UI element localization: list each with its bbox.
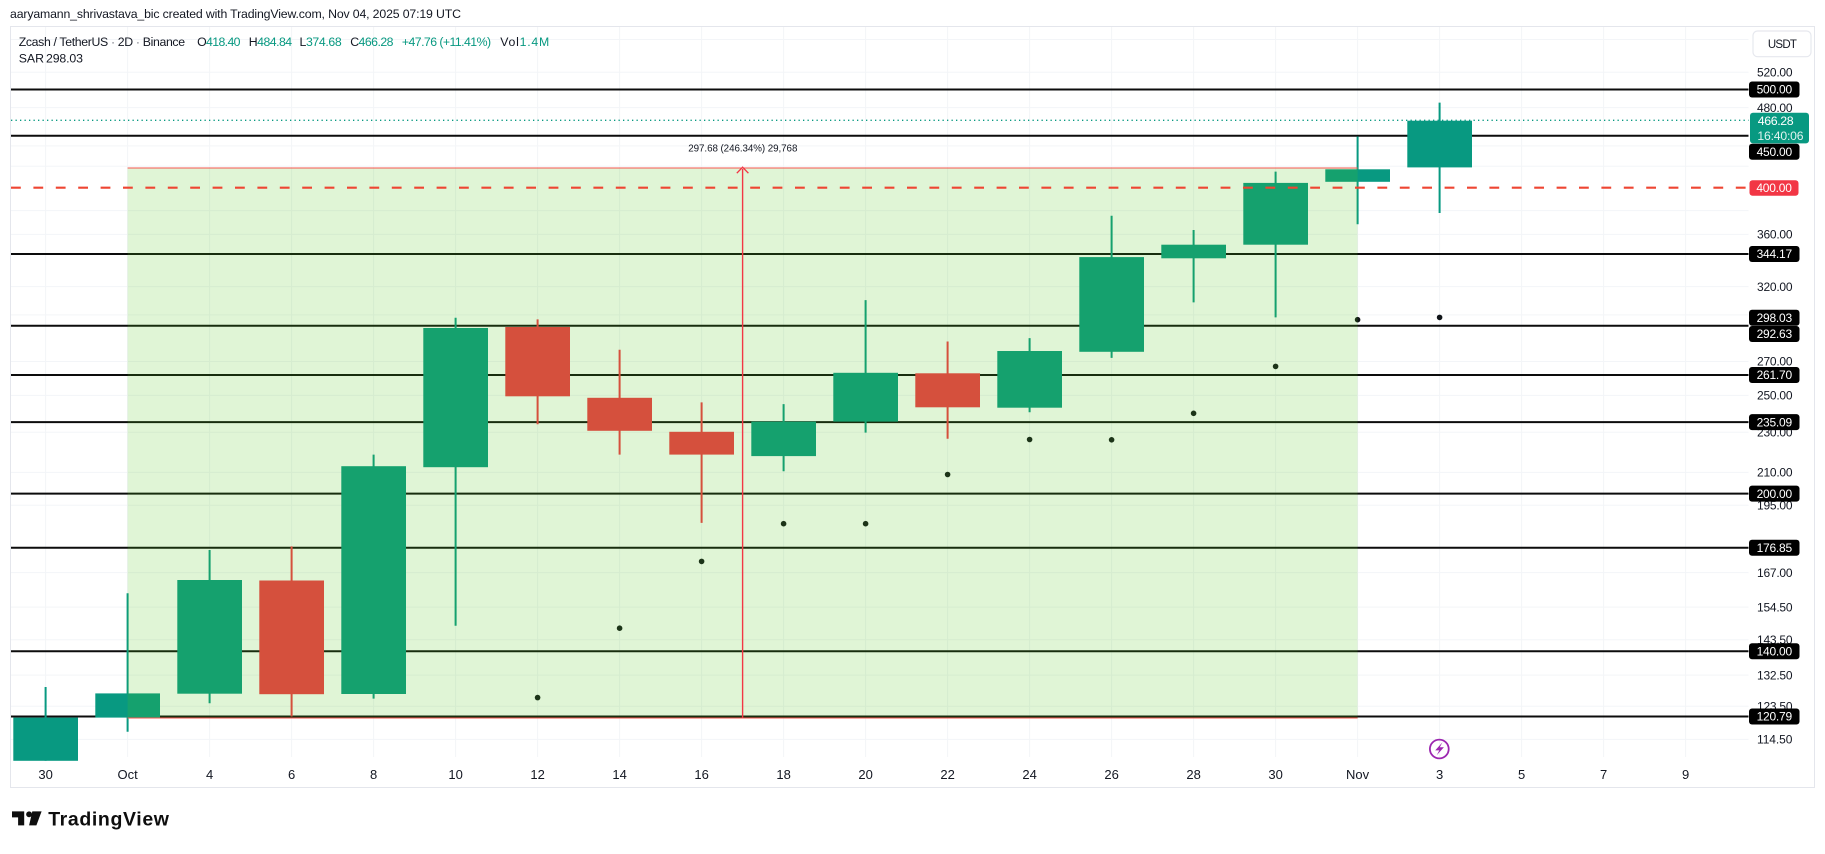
svg-text:9: 9 xyxy=(1682,767,1689,782)
svg-text:154.50: 154.50 xyxy=(1757,600,1793,614)
svg-text:O418.40: O418.40 xyxy=(197,35,241,49)
svg-text:195.00: 195.00 xyxy=(1757,498,1793,512)
svg-text:5: 5 xyxy=(1518,767,1525,782)
svg-text:500.00: 500.00 xyxy=(1757,83,1793,97)
svg-text:8: 8 xyxy=(370,767,377,782)
svg-text:3: 3 xyxy=(1436,767,1443,782)
svg-text:C466.28: C466.28 xyxy=(350,35,393,49)
svg-text:Zcash / TetherUS · 2D · Binanc: Zcash / TetherUS · 2D · Binance xyxy=(19,35,186,49)
svg-text:16:40:06: 16:40:06 xyxy=(1757,129,1803,143)
svg-text:344.17: 344.17 xyxy=(1757,247,1793,261)
svg-text:114.50: 114.50 xyxy=(1757,733,1793,747)
svg-text:26: 26 xyxy=(1104,767,1118,782)
svg-text:480.00: 480.00 xyxy=(1757,101,1793,115)
svg-text:297.68 (246.34%) 29,768: 297.68 (246.34%) 29,768 xyxy=(688,143,798,154)
svg-text:167.00: 167.00 xyxy=(1757,566,1793,580)
svg-text:+47.76 (+11.41%): +47.76 (+11.41%) xyxy=(402,35,491,49)
svg-text:4: 4 xyxy=(206,767,213,782)
svg-text:aaryamann_shrivastava_bic crea: aaryamann_shrivastava_bic created with T… xyxy=(10,7,461,21)
svg-text:14: 14 xyxy=(612,767,626,782)
svg-text:6: 6 xyxy=(288,767,295,782)
svg-text:20: 20 xyxy=(858,767,872,782)
svg-text:520.00: 520.00 xyxy=(1757,66,1793,80)
svg-text:TradingView: TradingView xyxy=(48,808,170,830)
svg-text:450.00: 450.00 xyxy=(1757,145,1793,159)
svg-text:120.79: 120.79 xyxy=(1757,710,1793,724)
svg-text:Nov: Nov xyxy=(1346,767,1370,782)
svg-text:360.00: 360.00 xyxy=(1757,228,1793,242)
svg-text:466.28: 466.28 xyxy=(1758,114,1794,128)
svg-text:132.50: 132.50 xyxy=(1757,668,1793,682)
svg-text:298.03: 298.03 xyxy=(46,51,83,65)
svg-text:7: 7 xyxy=(1600,767,1607,782)
svg-text:200.00: 200.00 xyxy=(1757,487,1793,501)
svg-text:140.00: 140.00 xyxy=(1757,644,1793,658)
svg-text:22: 22 xyxy=(940,767,954,782)
svg-text:210.00: 210.00 xyxy=(1757,466,1793,480)
svg-text:250.00: 250.00 xyxy=(1757,389,1793,403)
svg-text:30: 30 xyxy=(38,767,52,782)
svg-text:10: 10 xyxy=(448,767,462,782)
svg-text:USDT: USDT xyxy=(1768,39,1797,51)
svg-text:H484.84: H484.84 xyxy=(249,35,292,49)
svg-text:24: 24 xyxy=(1022,767,1036,782)
svg-text:261.70: 261.70 xyxy=(1757,368,1793,382)
svg-text:28: 28 xyxy=(1186,767,1200,782)
svg-text:298.03: 298.03 xyxy=(1757,311,1793,325)
svg-text:235.09: 235.09 xyxy=(1757,415,1793,429)
svg-text:30: 30 xyxy=(1268,767,1282,782)
svg-text:400.00: 400.00 xyxy=(1756,181,1792,195)
svg-text:16: 16 xyxy=(694,767,708,782)
svg-text:SAR: SAR xyxy=(19,51,44,65)
svg-text:18: 18 xyxy=(776,767,790,782)
svg-text:270.00: 270.00 xyxy=(1757,355,1793,369)
svg-text:320.00: 320.00 xyxy=(1757,280,1793,294)
svg-text:Oct: Oct xyxy=(117,767,138,782)
svg-text:Vol1.4M: Vol1.4M xyxy=(500,35,550,49)
svg-text:12: 12 xyxy=(530,767,544,782)
svg-text:176.85: 176.85 xyxy=(1757,541,1793,555)
svg-text:292.63: 292.63 xyxy=(1757,327,1793,341)
svg-text:L374.68: L374.68 xyxy=(300,35,342,49)
